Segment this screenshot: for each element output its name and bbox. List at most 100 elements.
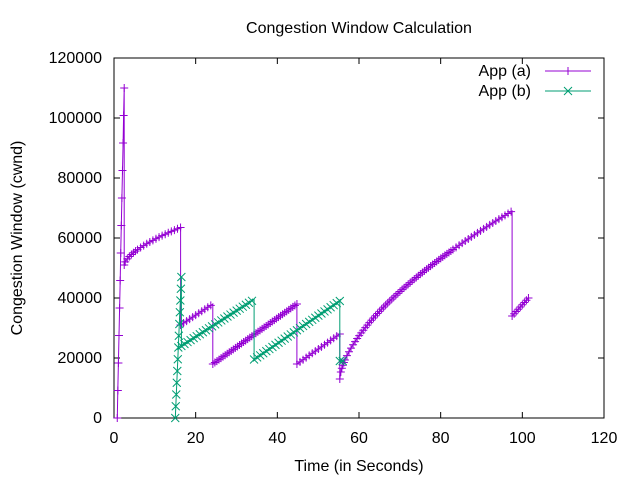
series-0-point-128 [381,301,390,310]
series-0-point-62 [241,336,250,345]
series-0-point-130 [385,297,394,306]
x-tick-label-3: 60 [350,430,368,447]
x-tick-label-2: 40 [268,430,286,447]
series-0-point-189 [524,294,533,302]
series-0-point-9 [118,166,127,175]
series-markers-1 [170,272,348,423]
series-1 [170,272,348,423]
series-0-point-69 [256,326,265,335]
series-0-point-154 [434,255,443,264]
series-0-point-85 [288,302,297,311]
series-0-point-4 [115,304,124,312]
series-1-point-6 [173,343,183,352]
series-0-point-87 [292,300,301,308]
series-0-point-58 [233,342,242,351]
series-1-point-12 [177,272,186,282]
series-0-point-143 [412,273,421,282]
series-0-point-3 [115,331,124,340]
legend: App (a) App (b) [479,63,591,100]
series-0-point-11 [119,111,128,120]
series-0-point-6 [116,249,125,257]
series-0-point-45 [206,301,215,310]
series-1-point-66 [335,356,345,366]
series-0-point-50 [217,354,226,363]
series-0-point-82 [282,307,291,316]
x-tick-label-0: 0 [110,430,119,447]
y-tick-label-5: 100000 [49,110,102,127]
series-0-point-57 [231,343,240,352]
series-0-point-158 [442,249,451,258]
series-group [113,84,533,423]
series-0-point-133 [391,291,400,300]
plot-frame [113,57,605,419]
series-0-point-148 [422,265,431,274]
y-tick-label-2: 40000 [58,290,103,307]
series-0-point-1 [113,386,122,395]
series-0-point-18 [129,248,138,257]
series-0-point-134 [393,289,402,298]
series-0-point-129 [383,299,392,308]
series-1-point-2 [171,390,181,399]
legend-marker-0 [564,67,572,75]
series-0-point-136 [398,285,407,294]
series-0-point-104 [336,368,345,377]
series-0-point-180 [507,207,516,216]
series-0-point-155 [436,254,445,263]
series-0-point-7 [117,221,126,230]
series-0-point-79 [276,311,285,320]
series-0-point-8 [117,194,126,202]
series-0-point-2 [114,359,123,367]
series-1-point-5 [173,354,183,364]
series-0-point-10 [119,139,128,147]
series-0-point-131 [387,295,396,304]
series-0-point-84 [286,304,295,313]
series-0-point-138 [402,282,411,291]
series-0-point-103 [335,375,344,383]
series-0-point-140 [406,278,415,287]
series-1-point-9 [175,307,185,317]
legend-label-0: App (a) [479,63,531,80]
y-axis-label: Congestion Window (cwnd) [9,141,26,336]
series-0-point-47 [210,358,219,367]
series-0-point-52 [221,351,230,360]
series-0-point-48 [212,357,221,366]
series-1-point-3 [172,378,182,388]
series-0-point-54 [225,348,234,357]
series-0-point-67 [251,329,260,338]
series-0-point-76 [270,316,279,325]
series-0-point-153 [432,257,441,266]
series-1-point-67 [338,356,348,366]
series-0-point-125 [375,307,384,316]
series-0-point-5 [116,276,125,285]
series-1-point-10 [176,296,185,305]
series-0-point-19 [131,247,140,256]
series-0-point-127 [379,303,388,312]
axis-ticks: 0 20 40 60 80 100 120 0 20000 40000 60000 80000 1000… [49,50,618,447]
series-0-point-78 [274,313,283,322]
legend-label-1: App (b) [479,83,531,100]
series-0-point-150 [426,262,435,271]
series-0-point-64 [245,333,254,342]
y-tick-label-3: 60000 [58,230,103,247]
series-0-point-137 [400,283,409,292]
series-0-point-55 [227,346,236,355]
series-0-point-17 [127,250,136,259]
series-0-point-149 [424,263,433,272]
x-tick-label-6: 120 [591,430,618,447]
series-0-point-80 [278,310,287,319]
series-1-point-1 [171,401,181,411]
y-tick-label-6: 120000 [49,50,102,67]
series-0-point-160 [446,246,455,255]
series-0-point-141 [408,276,417,285]
series-0-point-46 [208,360,217,368]
series-markers-0 [113,84,533,422]
series-0-point-151 [428,260,437,269]
series-0-point-61 [239,338,248,347]
series-0-point-34 [176,223,185,232]
series-1-point-7 [174,331,184,341]
series-0-point-77 [272,314,281,323]
series-0-point-49 [214,355,223,364]
x-tick-label-5: 100 [509,430,536,447]
